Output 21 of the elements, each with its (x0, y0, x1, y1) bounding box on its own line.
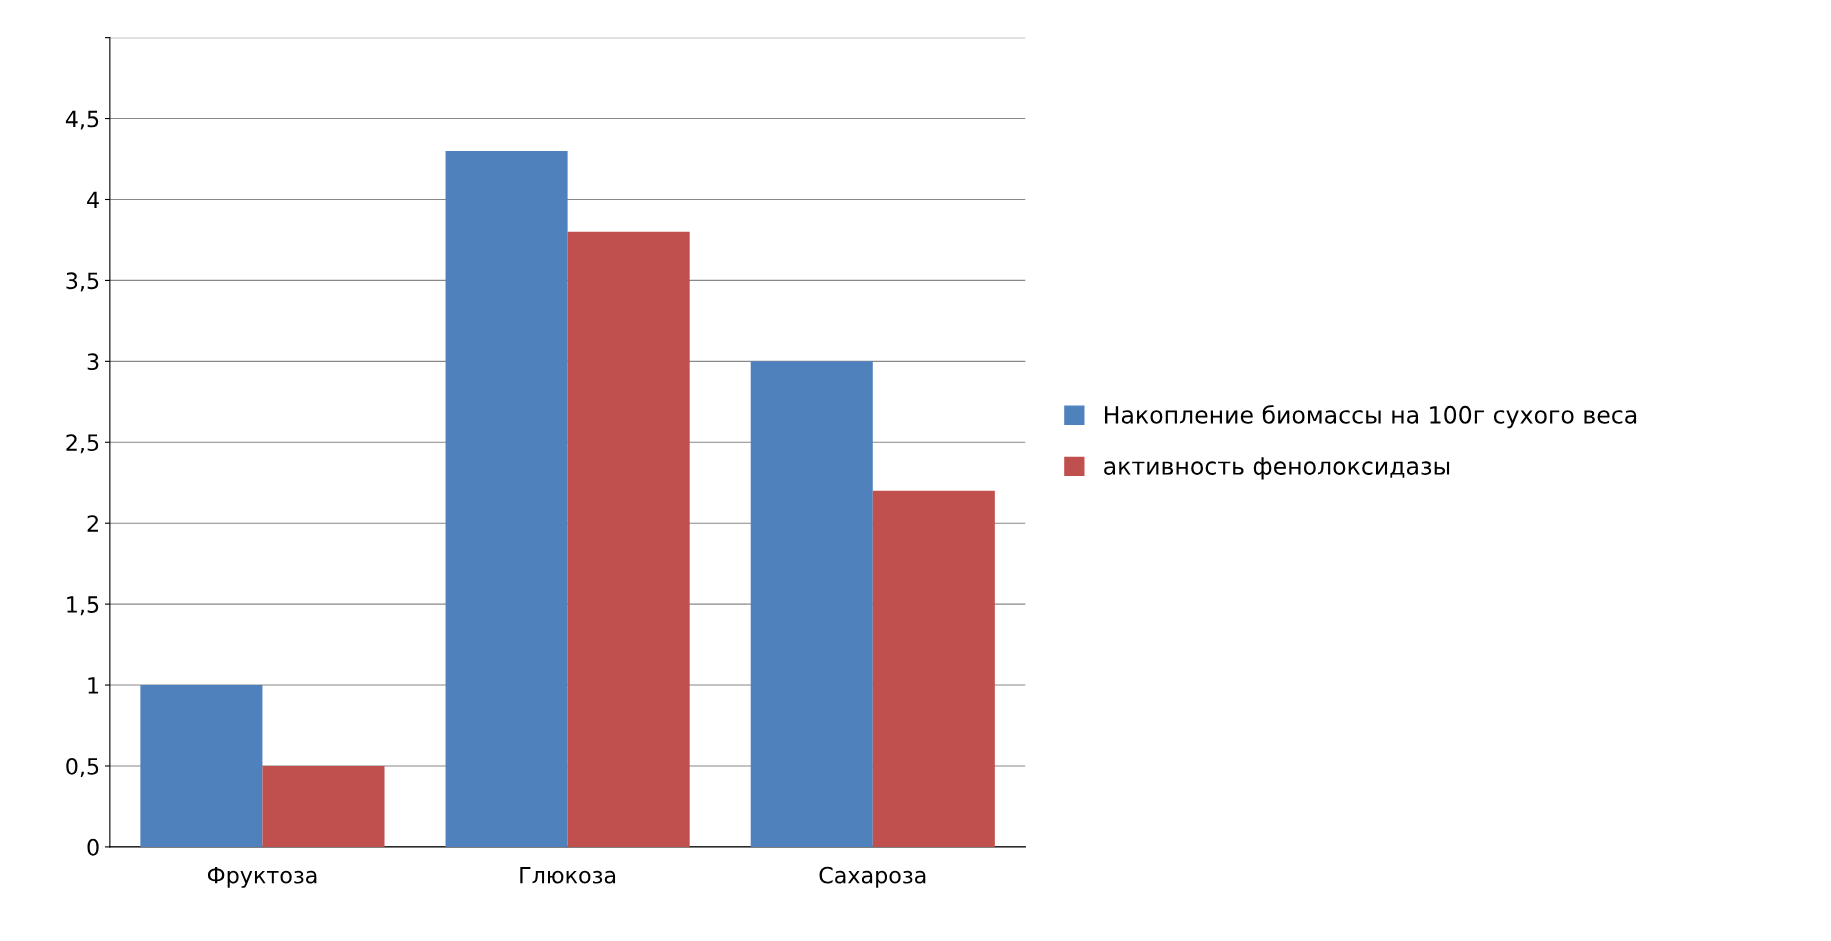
y-tick-label: 4 (87, 191, 99, 208)
y-tick-label: 4,5 (65, 110, 99, 130)
bar (262, 765, 385, 847)
y-tick-label: 1 (88, 677, 99, 694)
legend-label: активность фенолоксидазы (1104, 457, 1450, 480)
y-tick-label: 0 (87, 838, 99, 856)
bar (140, 685, 263, 847)
x-tick-label: Фруктоза (207, 867, 317, 888)
y-tick-label: 3 (87, 353, 99, 371)
y-tick-label: 3,5 (66, 272, 99, 292)
bar (750, 361, 873, 847)
bar (445, 150, 568, 847)
x-tick-label: Сахароза (819, 866, 926, 888)
y-tick-label: 2 (87, 515, 98, 532)
y-tick-label: 0,5 (66, 757, 99, 777)
x-tick-label: Глюкоза (520, 867, 616, 884)
bar (567, 231, 690, 847)
y-tick-label: 1,5 (67, 596, 99, 616)
bar (872, 490, 995, 847)
legend-label: Накопление биомассы на 100г сухого веса (1105, 405, 1637, 429)
y-tick-label: 2,5 (66, 434, 99, 454)
